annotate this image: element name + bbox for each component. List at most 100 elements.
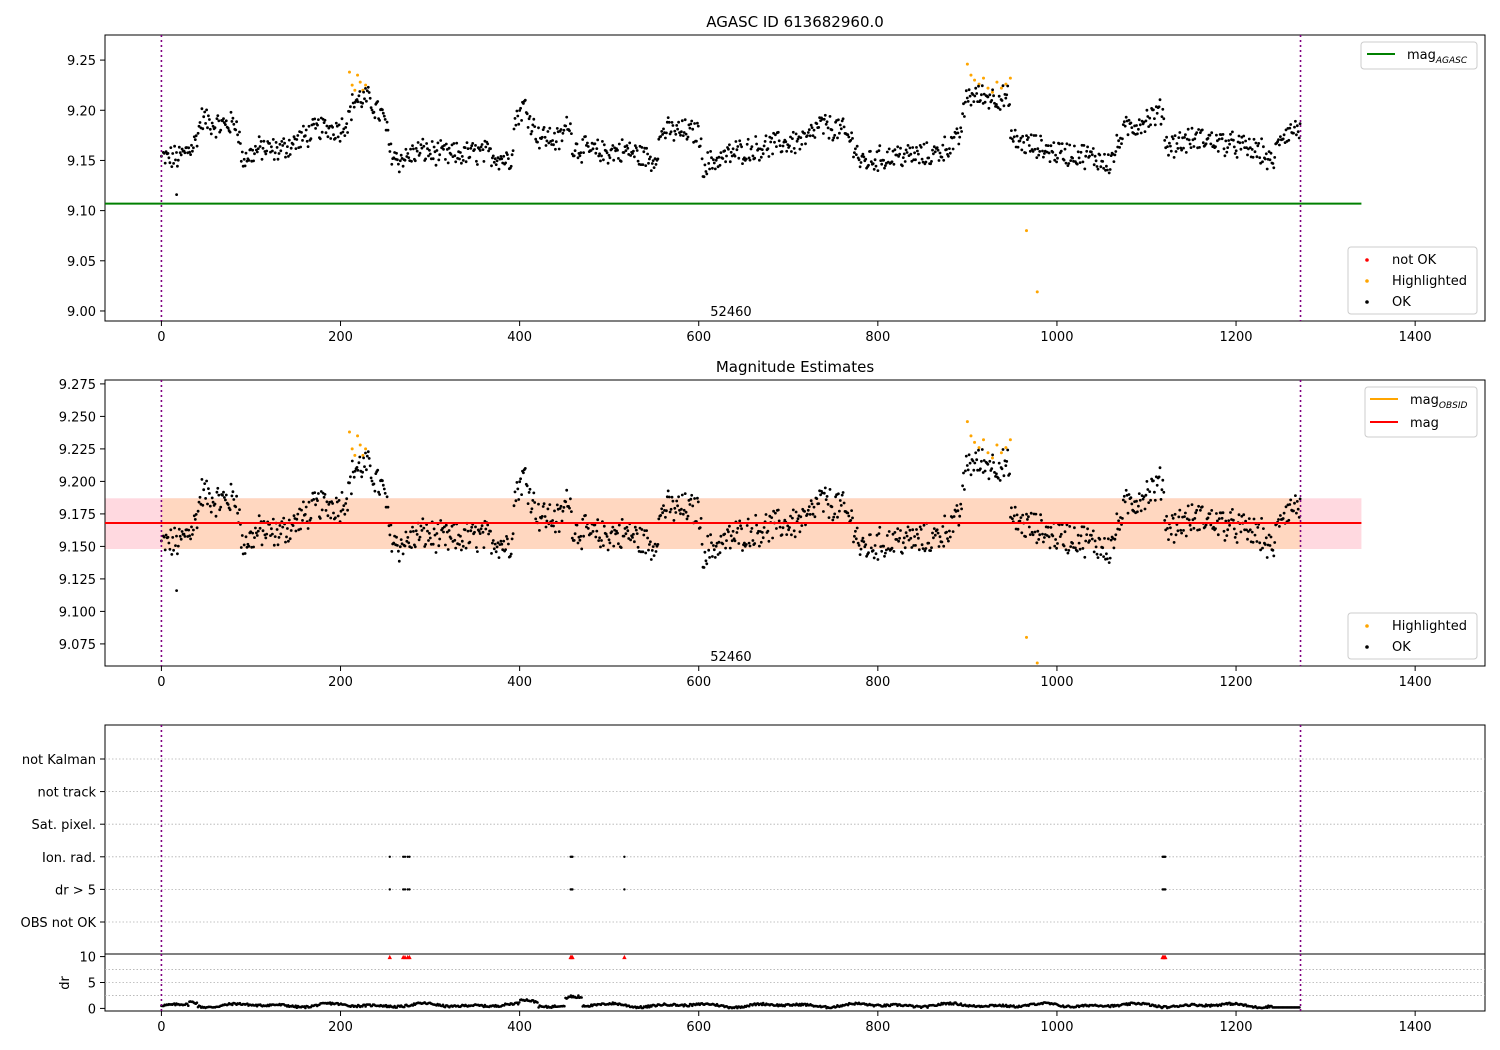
ok-point xyxy=(707,162,711,165)
ok-point xyxy=(1051,534,1055,538)
ok-point xyxy=(345,122,349,125)
ok-point xyxy=(1099,165,1103,169)
ok-point xyxy=(790,150,793,153)
ok-point xyxy=(611,144,615,147)
ok-point xyxy=(1092,163,1096,167)
ok-point xyxy=(617,523,621,527)
ok-point xyxy=(334,496,338,500)
y-tick-label: 9.15 xyxy=(67,154,96,169)
ok-point xyxy=(1123,124,1127,128)
ok-point xyxy=(373,116,377,120)
ok-point xyxy=(641,163,645,167)
ok-point xyxy=(1012,135,1016,139)
ok-point xyxy=(560,519,564,523)
ok-point xyxy=(1228,523,1231,527)
ok-point xyxy=(789,135,792,139)
ok-point xyxy=(850,509,853,512)
ok-point xyxy=(1171,137,1175,141)
y-tick-label: 9.225 xyxy=(59,443,96,458)
ok-point xyxy=(304,505,308,509)
ok-point xyxy=(557,530,561,533)
ok-point xyxy=(317,118,320,121)
ok-point xyxy=(671,124,675,127)
ok-point xyxy=(667,120,671,124)
ok-point xyxy=(538,146,541,150)
ok-point xyxy=(1015,134,1019,138)
ok-point xyxy=(937,545,941,548)
ok-point xyxy=(553,131,556,135)
ok-point xyxy=(543,515,547,518)
ok-point xyxy=(1146,115,1150,118)
ok-point xyxy=(869,546,873,550)
ok-point xyxy=(1296,130,1300,134)
ok-point xyxy=(892,162,896,166)
ok-point xyxy=(712,548,716,552)
ok-point xyxy=(507,157,510,161)
ok-point xyxy=(240,150,244,154)
dr-point xyxy=(187,1004,190,1007)
ok-point xyxy=(819,493,822,497)
dr-point xyxy=(482,1005,486,1009)
ok-point xyxy=(428,152,432,156)
ok-point xyxy=(594,535,598,539)
ok-point xyxy=(746,517,750,521)
ok-point xyxy=(686,135,690,139)
ok-point xyxy=(1018,139,1022,143)
ok-point xyxy=(169,528,173,532)
ok-point xyxy=(648,157,651,161)
ok-point xyxy=(1158,98,1162,102)
ok-point xyxy=(1229,132,1232,136)
x-tick-label: 1000 xyxy=(1040,330,1073,345)
ok-point xyxy=(214,135,218,139)
ok-point xyxy=(800,143,804,146)
ok-point xyxy=(1169,532,1173,536)
ok-point xyxy=(988,459,992,463)
ok-point xyxy=(204,497,208,500)
ok-point xyxy=(460,161,463,165)
ok-point xyxy=(861,152,865,156)
ok-point xyxy=(1255,155,1259,159)
ok-point xyxy=(444,543,447,547)
ok-point xyxy=(336,135,340,139)
ok-point xyxy=(305,139,309,143)
ok-point xyxy=(965,96,969,100)
ok-point xyxy=(837,118,840,122)
ok-point xyxy=(596,138,600,142)
y-tick-label: 9.05 xyxy=(67,255,96,270)
ok-point xyxy=(780,150,784,153)
ok-point xyxy=(1160,488,1164,492)
highlighted-point xyxy=(1024,229,1028,233)
ok-point xyxy=(902,536,906,540)
dr-point xyxy=(231,1003,234,1007)
ok-point xyxy=(470,144,474,148)
ok-point xyxy=(407,541,411,545)
ok-point xyxy=(677,495,680,499)
ok-point xyxy=(188,150,192,154)
ok-point xyxy=(1016,527,1020,531)
flag-point xyxy=(403,888,407,891)
ok-point xyxy=(1216,150,1220,153)
ok-point xyxy=(1058,142,1061,146)
ok-point xyxy=(744,543,748,546)
ok-point xyxy=(1126,133,1130,137)
ok-point xyxy=(365,99,368,103)
ok-point xyxy=(455,141,459,145)
ok-point xyxy=(764,134,768,138)
ok-point xyxy=(1195,131,1199,135)
ok-point xyxy=(491,539,495,542)
ok-point xyxy=(244,151,248,155)
ok-point xyxy=(1018,519,1022,523)
dr-clipped-marker xyxy=(622,954,627,960)
ok-point xyxy=(665,509,668,513)
ok-point xyxy=(972,100,976,103)
x-tick-label: 400 xyxy=(507,1020,532,1035)
ok-point xyxy=(948,147,951,151)
ok-point xyxy=(968,461,972,465)
ok-point xyxy=(1091,529,1095,533)
ok-point xyxy=(712,544,715,547)
ok-point xyxy=(529,510,533,514)
ok-point xyxy=(193,518,197,521)
ok-point xyxy=(378,493,381,496)
ok-point xyxy=(231,490,235,494)
ok-point xyxy=(468,540,472,544)
